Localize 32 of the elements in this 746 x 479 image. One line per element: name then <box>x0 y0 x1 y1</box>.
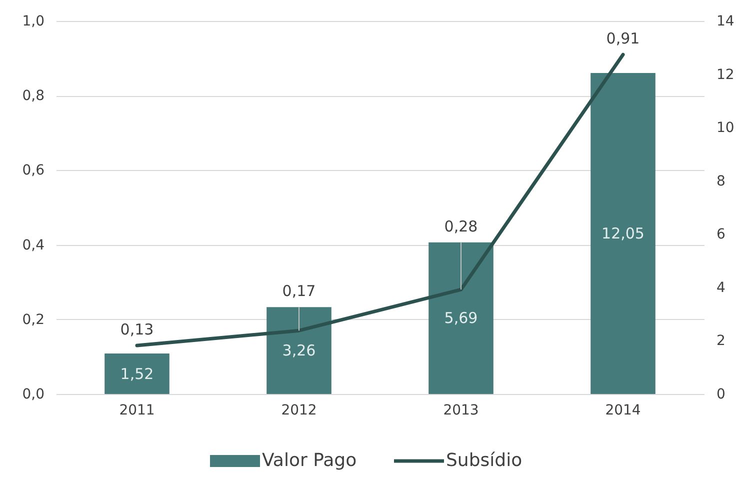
y2-tick-label: 8 <box>716 173 726 190</box>
legend-label: Valor Pago <box>262 450 357 471</box>
y-tick-label: 0,2 <box>22 312 44 328</box>
bar <box>590 72 656 394</box>
x-tick-label: 2012 <box>281 402 317 418</box>
y-tick-label: 0,4 <box>22 237 45 254</box>
y2-tick-label: 6 <box>716 226 726 243</box>
x-tick-label: 2011 <box>119 402 155 418</box>
bar <box>104 354 170 394</box>
y-tick-label: 0,8 <box>22 88 44 104</box>
y-tick-label: 0,6 <box>22 162 45 179</box>
y2-tick-label: 2 <box>716 333 726 350</box>
y2-tick-label: 4 <box>716 280 726 296</box>
data-label: 12,05 <box>602 224 644 242</box>
y2-tick-label: 14 <box>716 14 734 30</box>
bar <box>428 242 494 394</box>
data-label: 5,69 <box>444 309 478 328</box>
data-label: 0,28 <box>444 217 478 236</box>
y-tick-label: 1,0 <box>22 14 44 30</box>
legend-label: Subsídio <box>446 450 522 471</box>
data-label: 0,13 <box>120 320 154 339</box>
y-tick-label: 0,0 <box>22 386 44 402</box>
bar <box>266 307 332 394</box>
y2-tick-label: 12 <box>716 66 734 83</box>
y2-tick-label: 0 <box>716 386 726 402</box>
x-tick-label: 2013 <box>443 402 479 418</box>
data-label: 3,26 <box>282 342 316 360</box>
y2-tick-label: 10 <box>716 120 734 136</box>
data-label: 0,17 <box>282 282 316 300</box>
data-label: 0,91 <box>606 30 640 48</box>
x-tick-label: 2014 <box>605 402 641 418</box>
data-label: 1,52 <box>120 364 154 383</box>
